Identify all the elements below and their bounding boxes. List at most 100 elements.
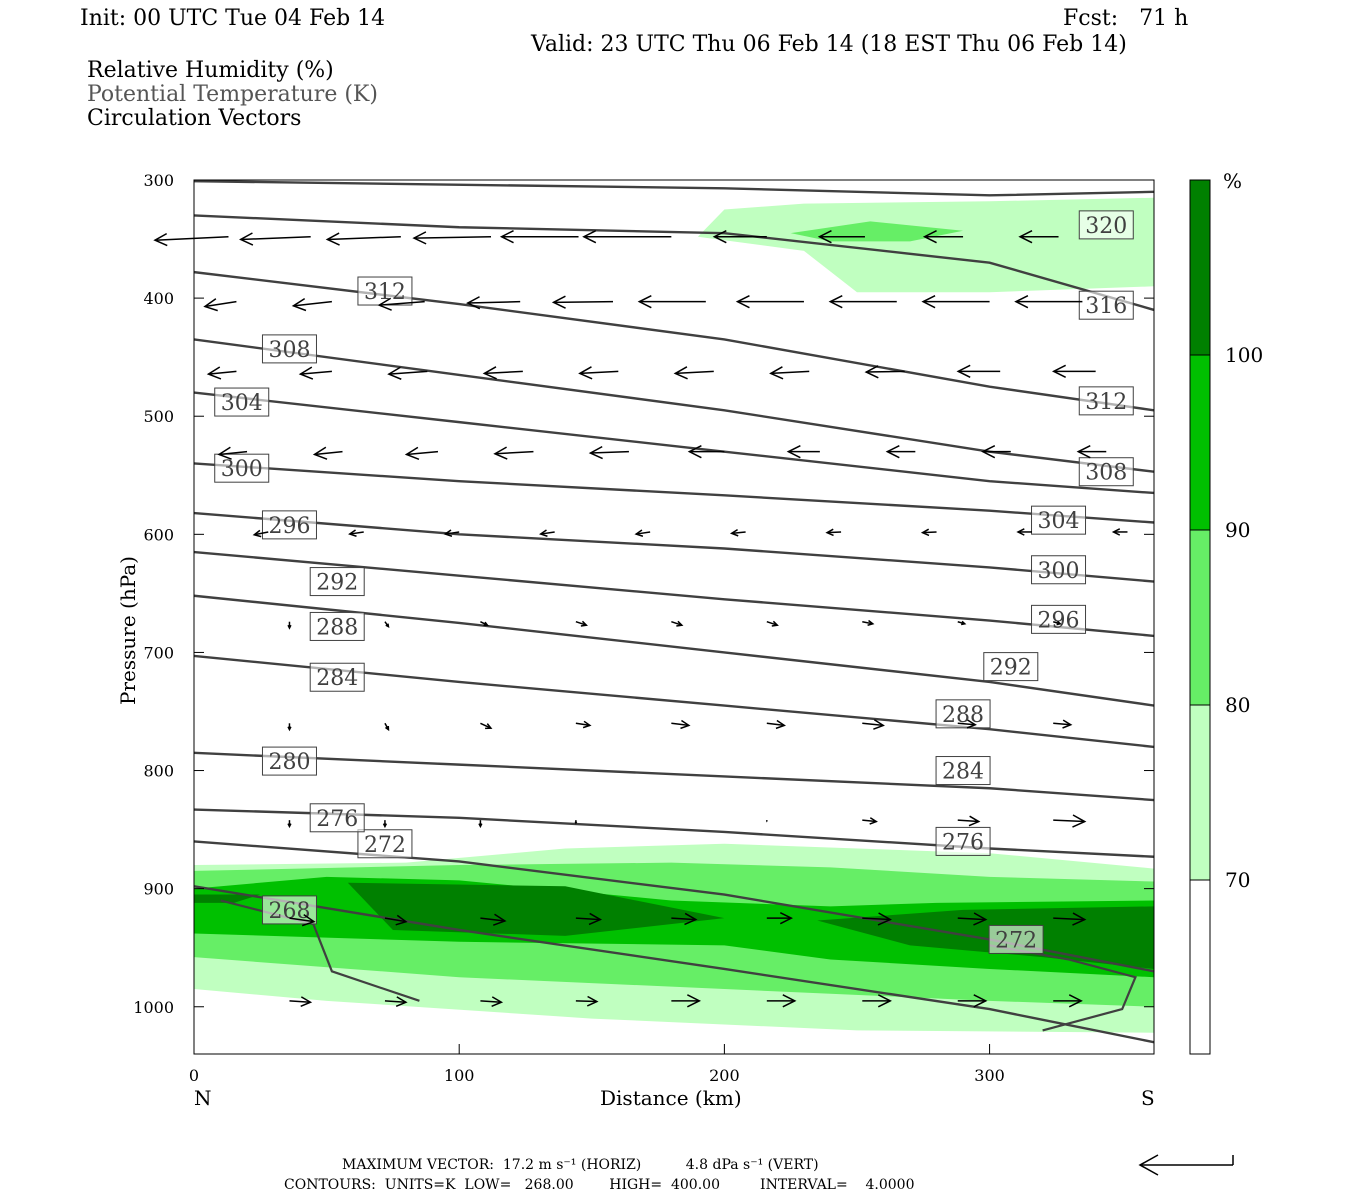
svg-text:292: 292 bbox=[990, 656, 1032, 681]
svg-text:272: 272 bbox=[364, 833, 406, 858]
wind-vector-5-5 bbox=[766, 620, 779, 627]
wind-vector-4-1 bbox=[348, 529, 364, 537]
theta-label-272-0: 272 bbox=[357, 829, 413, 859]
x-tick-label-0: 0 bbox=[189, 1066, 199, 1085]
wind-vector-3-8 bbox=[981, 444, 1011, 459]
wind-vector-3-2 bbox=[404, 446, 439, 461]
wind-vector-6-4 bbox=[671, 719, 691, 730]
wind-vector-7-2 bbox=[478, 820, 483, 829]
colorbar-segment-80 bbox=[1189, 529, 1211, 706]
wind-vector-4-8 bbox=[1016, 528, 1033, 536]
wind-vector-7-8 bbox=[1053, 814, 1087, 828]
wind-vector-5-6 bbox=[862, 619, 875, 626]
svg-text:284: 284 bbox=[942, 760, 984, 785]
wind-vector-1-2 bbox=[377, 297, 425, 311]
wind-vector-5-0 bbox=[287, 621, 292, 630]
wind-vector-6-5 bbox=[766, 719, 786, 730]
wind-vector-0-5 bbox=[582, 230, 672, 244]
theta-contour-308 bbox=[194, 338, 1154, 473]
theta-label-304-0: 304 bbox=[214, 387, 270, 417]
wind-vector-8-7 bbox=[957, 912, 988, 926]
contour-info-text: CONTOURS: UNITS=K LOW= 268.00 HIGH= 400.… bbox=[284, 1177, 915, 1193]
svg-text:284: 284 bbox=[316, 666, 358, 691]
colorbar-segment-blank bbox=[1189, 879, 1211, 1055]
rh-region-100-5 bbox=[347, 882, 725, 936]
wind-vector-4-9 bbox=[1111, 528, 1128, 536]
theta-contour-304 bbox=[194, 391, 1154, 495]
y-tick-label-900: 900 bbox=[143, 880, 174, 899]
theta-label-284-1: 284 bbox=[935, 756, 991, 786]
wind-vector-4-7 bbox=[920, 528, 937, 537]
svg-text:304: 304 bbox=[221, 391, 263, 416]
forecast-hour: Fcst: 71 h bbox=[1063, 6, 1189, 31]
svg-text:292: 292 bbox=[316, 571, 358, 596]
svg-text:288: 288 bbox=[316, 615, 358, 640]
wind-vector-0-3 bbox=[412, 231, 492, 245]
wind-vector-9-3 bbox=[575, 995, 599, 1007]
wind-vector-0-0 bbox=[153, 232, 229, 247]
wind-vector-2-4 bbox=[578, 366, 619, 380]
wind-vector-6-8 bbox=[1053, 719, 1073, 729]
theta-label-320-0: 320 bbox=[1078, 210, 1134, 240]
theta-contour-320 bbox=[194, 180, 1154, 197]
theta-label-296-0: 296 bbox=[261, 510, 317, 540]
theta-label-300-0: 300 bbox=[214, 453, 270, 483]
wind-vector-0-9 bbox=[1018, 230, 1059, 244]
wind-vector-8-0 bbox=[289, 913, 316, 927]
wind-vector-7-1 bbox=[382, 820, 388, 829]
svg-text:272: 272 bbox=[995, 928, 1037, 953]
theta-label-276-1: 276 bbox=[935, 826, 991, 856]
theta-label-288-0: 288 bbox=[309, 611, 365, 641]
reference-vector bbox=[1138, 1154, 1234, 1176]
wind-vector-9-8 bbox=[1053, 994, 1083, 1008]
wind-vector-9-5 bbox=[766, 994, 797, 1008]
theta-contour-288 bbox=[194, 594, 1154, 707]
y-tick-label-300: 300 bbox=[143, 171, 174, 190]
field-relative-humidity: Relative Humidity (%) bbox=[87, 58, 334, 83]
wind-vector-4-5 bbox=[729, 528, 746, 537]
wind-vector-0-8 bbox=[922, 230, 964, 244]
theta-label-292-0: 292 bbox=[309, 567, 365, 597]
svg-text:320: 320 bbox=[1085, 214, 1127, 239]
north-label: N bbox=[194, 1086, 212, 1110]
theta-contours: 2682722722762762802842842882882922922962… bbox=[194, 180, 1154, 1044]
wind-vector-6-3 bbox=[575, 720, 592, 729]
theta-label-280-0: 280 bbox=[261, 746, 317, 776]
wind-vector-1-6 bbox=[735, 294, 804, 309]
svg-text:300: 300 bbox=[1038, 559, 1080, 584]
wind-vector-6-1 bbox=[384, 722, 390, 732]
wind-vector-1-4 bbox=[551, 295, 614, 309]
wind-vector-8-2 bbox=[480, 913, 507, 926]
wind-vector-6-6 bbox=[862, 719, 885, 730]
svg-text:276: 276 bbox=[942, 830, 984, 855]
svg-text:300: 300 bbox=[221, 457, 263, 482]
wind-vector-3-1 bbox=[312, 446, 343, 460]
y-tick-label-400: 400 bbox=[143, 289, 174, 308]
wind-vector-3-4 bbox=[588, 445, 629, 460]
wind-vector-3-9 bbox=[1076, 444, 1107, 459]
theta-contour-284 bbox=[194, 654, 1154, 749]
colorbar-label-100: 100 bbox=[1225, 343, 1263, 367]
wind-vector-7-3 bbox=[574, 820, 578, 825]
colorbar-label-90: 90 bbox=[1225, 518, 1250, 542]
theta-contour-280 bbox=[194, 751, 1154, 802]
wind-vector-6-7 bbox=[957, 719, 977, 729]
axes: 300 400 500 600 700 800 900 1000 0 100 200 300 bbox=[133, 171, 1154, 1085]
wind-vector-4-3 bbox=[539, 529, 555, 537]
theta-contour-316 bbox=[194, 214, 1154, 312]
max-vector-text: MAXIMUM VECTOR: 17.2 m s⁻¹ (HORIZ) 4.8 d… bbox=[342, 1157, 819, 1173]
wind-vector-3-6 bbox=[786, 444, 820, 459]
theta-label-296-1: 296 bbox=[1031, 604, 1087, 634]
wind-vector-6-2 bbox=[480, 722, 493, 730]
rh-region-100-6 bbox=[194, 894, 261, 903]
wind-vector-4-2 bbox=[443, 529, 460, 537]
theta-label-316-0: 316 bbox=[1078, 290, 1134, 320]
wind-vector-8-4 bbox=[671, 912, 698, 926]
wind-vector-4-6 bbox=[825, 528, 842, 537]
theta-label-312-0: 312 bbox=[357, 276, 413, 306]
theta-label-304-1: 304 bbox=[1031, 505, 1087, 535]
wind-vector-0-2 bbox=[325, 232, 401, 246]
wind-vector-5-1 bbox=[384, 621, 390, 628]
wind-vector-2-3 bbox=[482, 366, 523, 380]
